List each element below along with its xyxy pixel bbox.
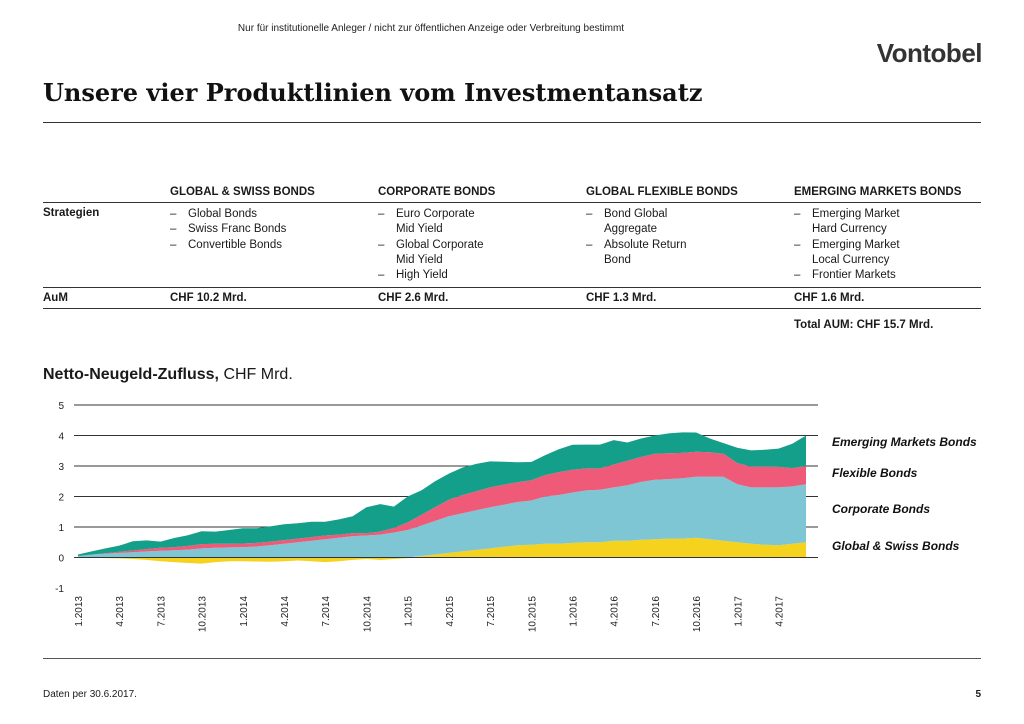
y-tick-label: 2	[58, 493, 64, 504]
y-tick-label: -1	[55, 584, 64, 595]
product-lines-table: GLOBAL & SWISS BONDS CORPORATE BONDS GLO…	[43, 184, 981, 335]
x-tick-label: 10.2016	[692, 596, 703, 633]
strategy-list: Euro Corporate Mid YieldGlobal Corporate…	[378, 207, 582, 284]
footer-divider	[43, 658, 981, 659]
strategies-cell: Emerging Market Hard CurrencyEmerging Ma…	[794, 202, 981, 289]
table-header-row: GLOBAL & SWISS BONDS CORPORATE BONDS GLO…	[43, 184, 981, 203]
chart-title-bold: Netto-Neugeld-Zufluss,	[43, 366, 219, 383]
strategy-item: Absolute Return Bond	[586, 238, 790, 269]
x-tick-label: 1.2014	[239, 596, 250, 627]
strategy-item: Bond Global Aggregate	[586, 207, 790, 238]
total-empty	[170, 309, 378, 336]
disclaimer: Nur für institutionelle Anleger / nicht …	[237, 23, 625, 34]
x-tick-label: 1.2016	[568, 596, 579, 627]
strategy-item: High Yield	[378, 268, 582, 284]
aum-value: CHF 1.6 Mrd.	[794, 287, 981, 310]
x-tick-label: 1.2013	[74, 596, 85, 627]
strategies-cell: Global BondsSwiss Franc BondsConvertible…	[170, 202, 378, 289]
strategy-item: Global Corporate Mid Yield	[378, 238, 582, 269]
strategy-item: Euro Corporate Mid Yield	[378, 207, 582, 238]
area-corporate-bonds	[78, 476, 806, 558]
legend-label: Emerging Markets Bonds	[832, 435, 977, 449]
total-empty	[378, 309, 586, 336]
row-label-aum: AuM	[43, 287, 170, 310]
y-tick-label: 5	[58, 401, 64, 412]
y-tick-label: 0	[58, 554, 64, 565]
y-tick-label: 4	[58, 432, 64, 443]
total-aum: Total AUM: CHF 15.7 Mrd.	[794, 319, 934, 332]
chart-title-unit: CHF Mrd.	[219, 366, 293, 383]
table-header-empty	[43, 184, 170, 203]
vontobel-logo: Vontobel	[876, 38, 983, 68]
strategies-cell: Euro Corporate Mid YieldGlobal Corporate…	[378, 202, 586, 289]
x-tick-label: 7.2015	[486, 596, 497, 627]
legend-label: Flexible Bonds	[832, 466, 918, 480]
aum-value: CHF 10.2 Mrd.	[170, 287, 378, 310]
x-tick-label: 4.2016	[610, 596, 621, 627]
page-title: Unsere vier Produktlinien vom Investment…	[43, 78, 703, 107]
strategy-item: Convertible Bonds	[170, 238, 374, 254]
x-tick-label: 4.2017	[775, 596, 786, 627]
x-tick-label: 1.2017	[733, 596, 744, 627]
x-axis-ticks: 1.2013 4.2013 7.2013 10.2013 1.2014 4.2014 7.2…	[74, 596, 786, 633]
y-axis-ticks: 5 4 3 2 1 0 -1	[55, 401, 64, 595]
area-emerging-markets-bonds	[78, 432, 806, 556]
x-tick-label: 7.2013	[156, 596, 167, 627]
x-tick-label: 7.2016	[651, 596, 662, 627]
x-tick-label: 10.2014	[362, 596, 373, 633]
legend-label: Global & Swiss Bonds	[832, 539, 960, 553]
x-tick-label: 4.2014	[280, 596, 291, 627]
y-tick-label: 3	[58, 462, 64, 473]
chart-title: Netto-Neugeld-Zufluss, CHF Mrd.	[43, 366, 293, 384]
footer-note: Daten per 30.6.2017.	[43, 689, 137, 700]
row-label-strategies: Strategien	[43, 202, 170, 289]
column-global-swiss-bonds: GLOBAL & SWISS BONDS	[170, 184, 378, 203]
aum-value: CHF 2.6 Mrd.	[378, 287, 586, 310]
strategy-item: Frontier Markets	[794, 268, 977, 284]
strategy-item: Global Bonds	[170, 207, 374, 223]
x-tick-label: 7.2014	[321, 596, 332, 627]
x-tick-label: 10.2015	[527, 596, 538, 633]
chart-legend: Global & Swiss Bonds Corporate Bonds Flexi…	[832, 435, 977, 553]
table-row-aum: AuM CHF 10.2 Mrd. CHF 2.6 Mrd. CHF 1.3 M…	[43, 287, 981, 310]
strategies-cell: Bond Global AggregateAbsolute Return Bon…	[586, 202, 794, 289]
x-tick-label: 10.2013	[198, 596, 209, 633]
title-divider	[43, 122, 981, 123]
column-global-flexible-bonds: GLOBAL FLEXIBLE BONDS	[586, 184, 794, 203]
column-corporate-bonds: CORPORATE BONDS	[378, 184, 586, 203]
strategy-item: Emerging Market Hard Currency	[794, 207, 977, 238]
total-empty	[586, 309, 794, 336]
net-inflow-chart: 5 4 3 2 1 0 -1 1.2013 4.2013 7.2013 10.2013 1.2014…	[55, 401, 977, 633]
table-row-total: Total AUM: CHF 15.7 Mrd.	[43, 309, 981, 336]
area-flexible-bonds	[78, 451, 806, 556]
strategy-item: Swiss Franc Bonds	[170, 222, 374, 238]
x-tick-label: 4.2013	[115, 596, 126, 627]
aum-value: CHF 1.3 Mrd.	[586, 287, 794, 310]
table-row-strategies: Strategien Global BondsSwiss Franc Bonds…	[43, 202, 981, 289]
x-tick-label: 1.2015	[404, 596, 415, 627]
page-number: 5	[975, 689, 981, 700]
x-tick-label: 4.2015	[445, 596, 456, 627]
strategy-list: Bond Global AggregateAbsolute Return Bon…	[586, 207, 790, 268]
column-emerging-markets-bonds: EMERGING MARKETS BONDS	[794, 184, 981, 203]
y-tick-label: 1	[58, 523, 64, 534]
total-empty	[43, 309, 170, 336]
strategy-list: Emerging Market Hard CurrencyEmerging Ma…	[794, 207, 977, 284]
chart-areas	[74, 432, 818, 564]
strategy-list: Global BondsSwiss Franc BondsConvertible…	[170, 207, 374, 253]
legend-label: Corporate Bonds	[832, 502, 930, 516]
strategy-item: Emerging Market Local Currency	[794, 238, 977, 269]
